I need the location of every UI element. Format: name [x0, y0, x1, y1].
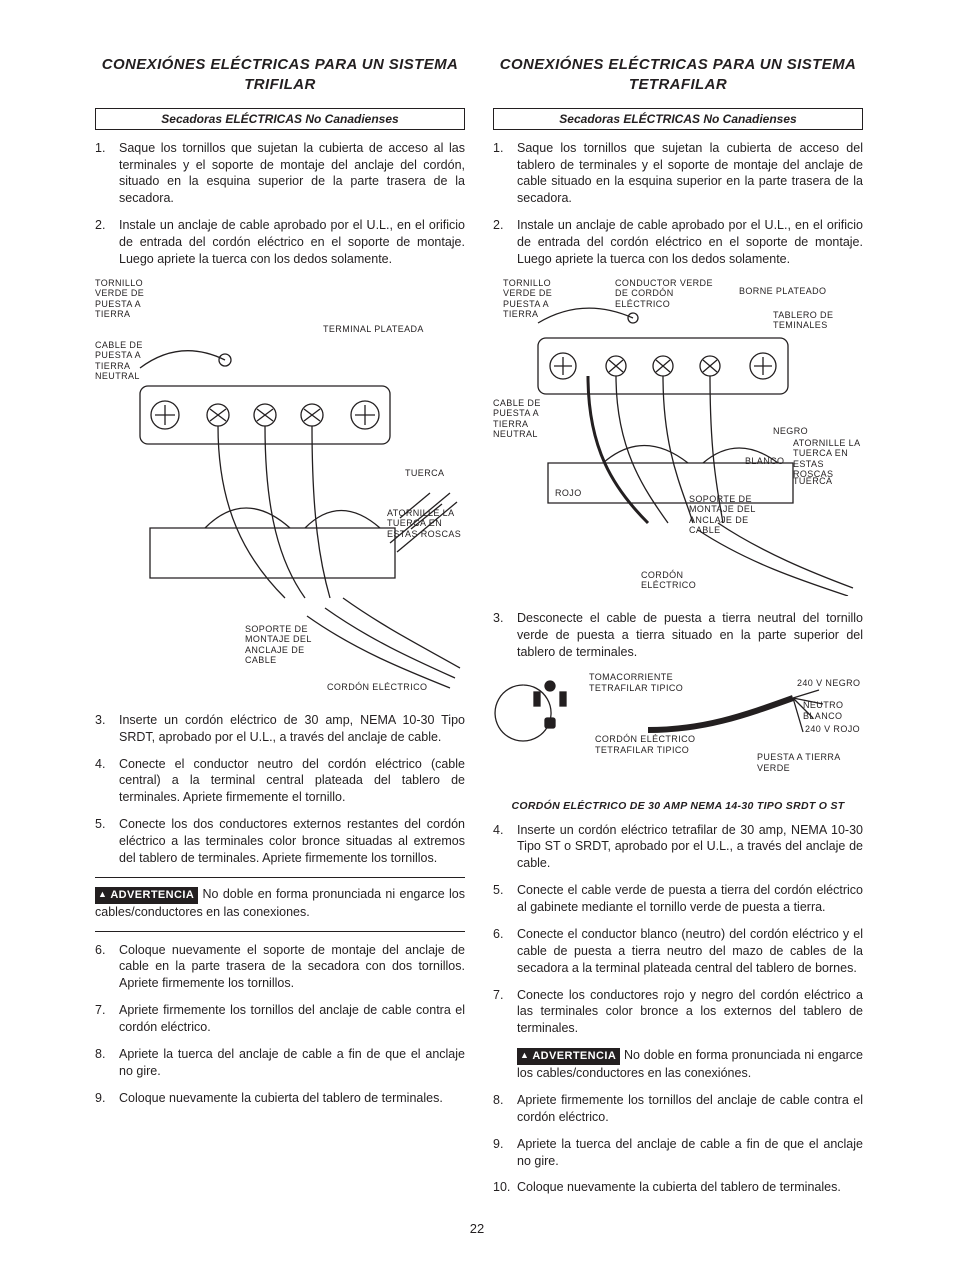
list-item: Apriete la tuerca del anclaje de cable a…: [493, 1136, 863, 1170]
right-subhead: Secadoras ELÉCTRICAS No Canadienses: [493, 108, 863, 130]
right-steps-b: Desconecte el cable de puesta a tierra n…: [493, 610, 863, 661]
list-item: Inserte un cordón eléctrico de 30 amp, N…: [95, 712, 465, 746]
list-item: Apriete firmemente los tornillos del anc…: [95, 1002, 465, 1036]
left-warning: ADVERTENCIA No doble en forma pronunciad…: [95, 886, 465, 921]
list-item: Coloque nuevamente la cubierta del table…: [493, 1179, 863, 1196]
page-number: 22: [95, 1220, 859, 1238]
right-steps-a: Saque los tornillos que sujetan la cubie…: [493, 140, 863, 268]
right-title: CONEXIÓNES ELÉCTRICAS PARA UN SISTEMA TE…: [493, 55, 863, 96]
right-diagram-tetrafilar: TORNILLO VERDE DE PUESTA A TIERRA CONDUC…: [493, 278, 863, 596]
diagram-label: CORDÓN ELÉCTRICO: [641, 570, 711, 591]
list-item: Apriete la tuerca del anclaje de cable a…: [95, 1046, 465, 1080]
list-item: Conecte el conductor neutro del cordón e…: [95, 756, 465, 807]
diagram-label: CABLE DE PUESTA A TIERRA NEUTRAL: [493, 398, 555, 439]
list-item: Inserte un cordón eléctrico tetrafilar d…: [493, 822, 863, 873]
diagram-label: PUESTA A TIERRA VERDE: [757, 752, 863, 773]
left-steps-b: Inserte un cordón eléctrico de 30 amp, N…: [95, 712, 465, 867]
diagram-label: CORDÓN ELÉCTRICO: [327, 682, 427, 692]
diagram-label: TABLERO DE TEMINALES: [773, 310, 863, 331]
diagram-label: 240 V ROJO: [805, 724, 860, 734]
diagram-label: TUERCA: [793, 476, 832, 486]
diagram-label: CABLE DE PUESTA A TIERRA NEUTRAL: [95, 340, 155, 381]
left-title: CONEXIÓNES ELÉCTRICAS PARA UN SISTEMA TR…: [95, 55, 465, 96]
left-steps-c: Coloque nuevamente el soporte de montaje…: [95, 942, 465, 1107]
two-column-layout: CONEXIÓNES ELÉCTRICAS PARA UN SISTEMA TR…: [95, 55, 859, 1206]
list-item: Saque los tornillos que sujetan la cubie…: [95, 140, 465, 208]
diagram-label: TORNILLO VERDE DE PUESTA A TIERRA: [503, 278, 581, 319]
left-subhead: Secadoras ELÉCTRICAS No Canadienses: [95, 108, 465, 130]
right-column: CONEXIÓNES ELÉCTRICAS PARA UN SISTEMA TE…: [493, 55, 863, 1206]
diagram-label: SOPORTE DE MONTAJE DEL ANCLAJE DE CABLE: [689, 494, 771, 535]
diagram-label: TOMACORRIENTE TETRAFILAR TIPICO: [589, 672, 699, 693]
list-item: Conecte el conductor blanco (neutro) del…: [493, 926, 863, 977]
list-item: Instale un anclaje de cable aprobado por…: [493, 217, 863, 268]
diagram-label: SOPORTE DE MONTAJE DEL ANCLAJE DE CABLE: [245, 624, 335, 665]
left-column: CONEXIÓNES ELÉCTRICAS PARA UN SISTEMA TR…: [95, 55, 465, 1206]
diagram-label: TUERCA: [405, 468, 444, 478]
diagram-label: ATORNILLE LA TUERCA EN ESTAS ROSCAS: [793, 438, 865, 479]
list-item: Instale un anclaje de cable aprobado por…: [95, 217, 465, 268]
list-item: Conecte el cable verde de puesta a tierr…: [493, 882, 863, 916]
diagram-label: BLANCO: [745, 456, 784, 466]
left-steps-a: Saque los tornillos que sujetan la cubie…: [95, 140, 465, 268]
warning-badge: ADVERTENCIA: [95, 887, 198, 904]
right-steps-c: Inserte un cordón eléctrico tetrafilar d…: [493, 822, 863, 1038]
right-diagram-plug: TOMACORRIENTE TETRAFILAR TIPICO 240 V NE…: [493, 670, 863, 785]
list-item: Conecte los conductores rojo y negro del…: [493, 987, 863, 1038]
list-item: Desconecte el cable de puesta a tierra n…: [493, 610, 863, 661]
diagram-label: ATORNILLE LA TUERCA EN ESTAS ROSCAS: [387, 508, 465, 539]
diagram-label: ROJO: [555, 488, 582, 498]
right-warning: ADVERTENCIA No doble en forma pronunciad…: [517, 1047, 863, 1082]
diagram-label: 240 V NEGRO: [797, 678, 860, 688]
diagram2-caption: CORDÓN ELÉCTRICO DE 30 AMP NEMA 14-30 TI…: [493, 799, 863, 813]
diagram-label: TERMINAL PLATEADA: [323, 324, 424, 334]
diagram-label: NEGRO: [773, 426, 808, 436]
right-steps-d: Apriete firmemente los tornillos del anc…: [493, 1092, 863, 1196]
diagram-label: CORDÓN ELÉCTRICO TETRAFILAR TIPICO: [595, 734, 715, 755]
list-item: Saque los tornillos que sujetan la cubie…: [493, 140, 863, 208]
list-item: Apriete firmemente los tornillos del anc…: [493, 1092, 863, 1126]
left-diagram-trifilar: TORNILLO VERDE DE PUESTA A TIERRA CABLE …: [95, 278, 465, 698]
list-item: Conecte los dos conductores externos res…: [95, 816, 465, 867]
list-item: Coloque nuevamente el soporte de montaje…: [95, 942, 465, 993]
diagram-label: TORNILLO VERDE DE PUESTA A TIERRA: [95, 278, 167, 319]
diagram-label: CONDUCTOR VERDE DE CORDÓN ELÉCTRICO: [615, 278, 715, 309]
list-item: Coloque nuevamente la cubierta del table…: [95, 1090, 465, 1107]
diagram-label: BORNE PLATEADO: [739, 286, 826, 296]
diagram-label: NEUTRO BLANCO: [803, 700, 863, 721]
warning-badge: ADVERTENCIA: [517, 1048, 620, 1065]
